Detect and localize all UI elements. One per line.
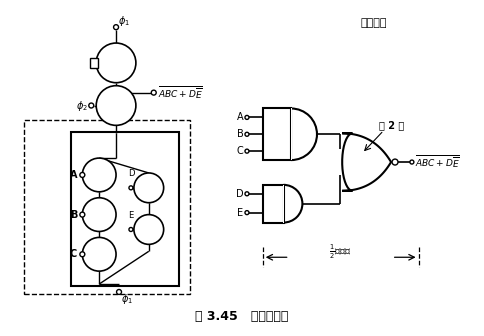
Circle shape [244,149,248,153]
Circle shape [96,86,136,125]
Circle shape [409,160,413,164]
Circle shape [129,227,133,232]
Text: D: D [127,169,134,178]
Text: $\phi_1$: $\phi_1$ [121,292,133,306]
Text: E: E [128,211,133,220]
Text: $\overline{ABC+D\overline{E}}$: $\overline{ABC+D\overline{E}}$ [414,154,459,170]
Bar [290,109,291,160]
Circle shape [82,198,116,232]
Text: B: B [236,129,243,139]
Circle shape [244,211,248,215]
Text: A: A [70,170,77,180]
Text: 等效电路: 等效电路 [360,18,386,28]
Text: $\frac{1}{2}$位延时: $\frac{1}{2}$位延时 [328,243,350,261]
Circle shape [82,238,116,271]
Circle shape [391,159,397,165]
Circle shape [82,158,116,192]
Bar [24,120,190,294]
Bar [262,109,290,160]
Text: C: C [70,249,77,259]
Circle shape [244,192,248,196]
Circle shape [80,172,85,177]
Text: $\phi_2$: $\phi_2$ [76,98,88,113]
Text: C: C [236,146,243,156]
Text: A: A [236,113,243,122]
Circle shape [244,132,248,136]
Circle shape [134,215,163,244]
Bar [71,132,178,286]
Circle shape [89,103,93,108]
Text: 图 3.45   门电路举例: 图 3.45 门电路举例 [195,310,288,323]
Bar [90,58,98,68]
Circle shape [113,25,118,30]
Circle shape [96,43,136,83]
Circle shape [244,116,248,119]
Text: $\phi_1$: $\phi_1$ [118,14,130,28]
Circle shape [80,212,85,217]
Text: E: E [237,208,242,218]
Circle shape [134,173,163,203]
Text: 第 2 类: 第 2 类 [378,120,404,130]
Text: $\overline{ABC+D\overline{E}}$: $\overline{ABC+D\overline{E}}$ [157,84,202,101]
Circle shape [129,186,133,190]
Polygon shape [342,133,390,191]
Bar [262,185,283,222]
Circle shape [116,290,121,294]
Circle shape [151,90,156,95]
Text: D: D [236,189,243,199]
Bar [283,185,284,222]
Text: B: B [70,210,77,220]
Circle shape [80,252,85,257]
